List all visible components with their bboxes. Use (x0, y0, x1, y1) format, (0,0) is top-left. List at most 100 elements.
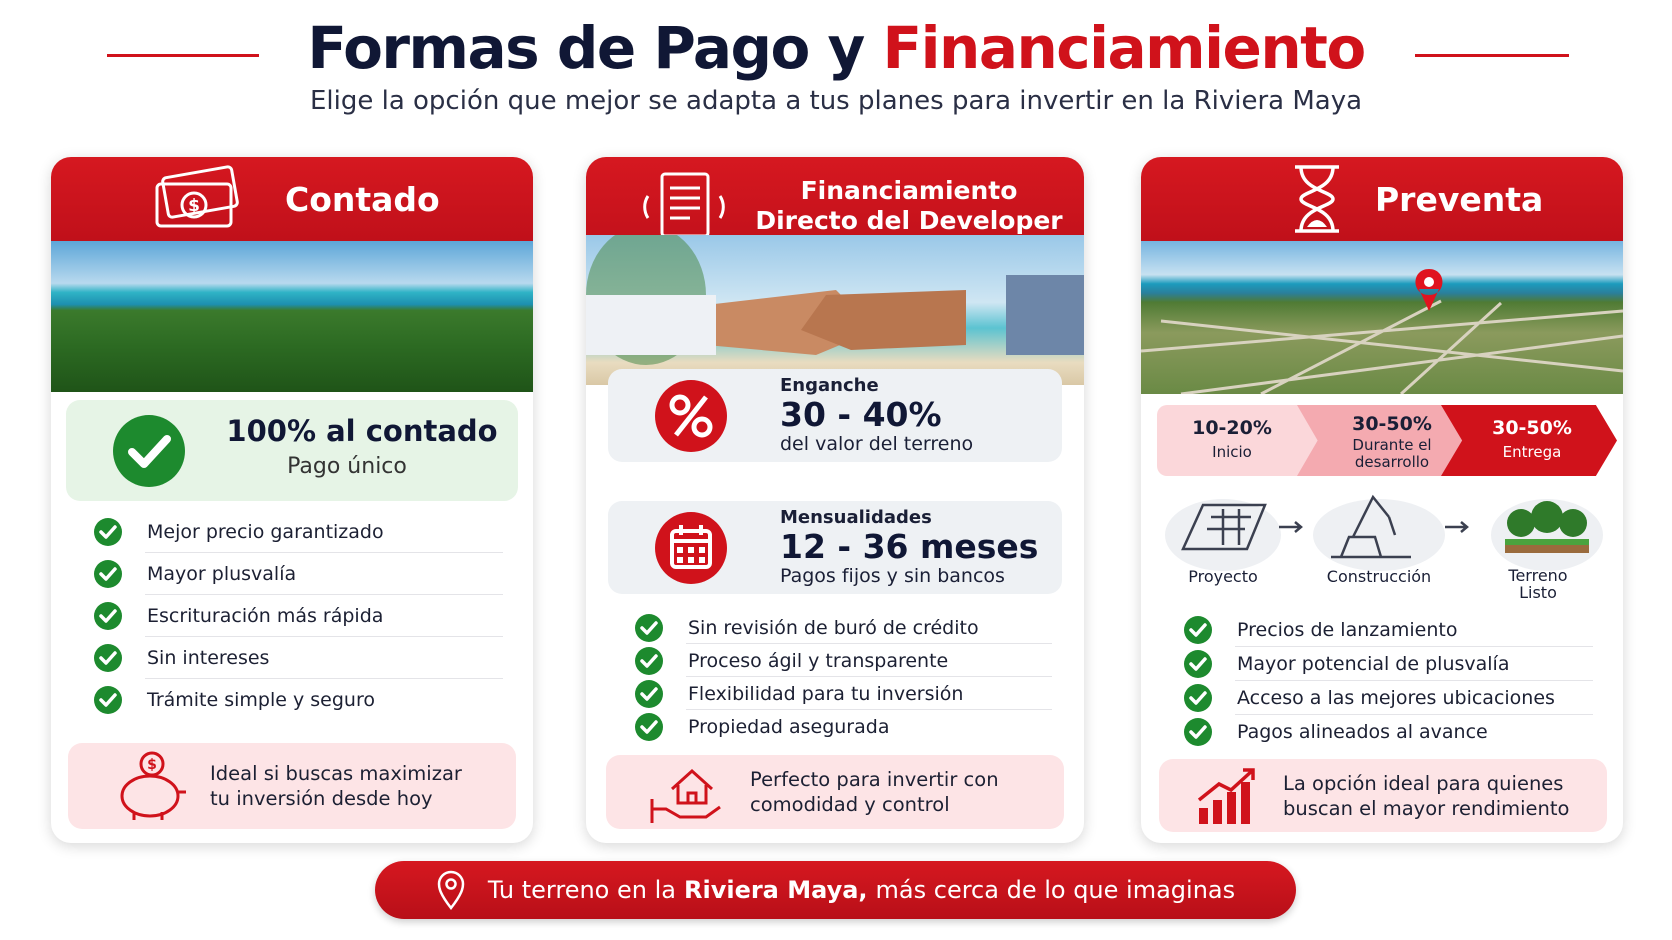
footer-banner: Tu terreno en la Riviera Maya, más cerca… (375, 861, 1296, 919)
callout: Perfecto para invertir con comodidad y c… (606, 755, 1064, 829)
payment-stages: 10-20% Inicio 30-50% Durante el desarrol… (1157, 405, 1617, 476)
piggy-icon: $ (120, 751, 186, 820)
check-icon (635, 646, 663, 675)
photo-handshake (586, 225, 1084, 385)
stage-percent: 30-50% (1352, 413, 1432, 435)
calendar-icon (655, 512, 727, 584)
benefit-text: Escrituración más rápida (147, 605, 384, 627)
benefit-text: Sin intereses (147, 647, 270, 669)
check-icon (635, 712, 663, 741)
title-part: Formas de Pago (307, 14, 810, 82)
benefit-text: Trámite simple y seguro (147, 689, 375, 711)
benefit-text: Mayor plusvalía (147, 563, 297, 585)
svg-text:$: $ (188, 196, 200, 216)
check-icon (1184, 616, 1212, 644)
stage (1157, 405, 1327, 476)
term-value: 30 - 40% (780, 395, 942, 434)
benefit-text: Acceso a las mejores ubicaciones (1237, 687, 1555, 709)
benefit-item: Mayor potencial de plusvalía (1183, 646, 1603, 681)
benefit-item: Proceso ágil y transparente (634, 643, 1062, 677)
subtitle: Elige la opción que mejor se adapta a tu… (309, 86, 1363, 116)
benefit-item: Precios de lanzamiento (1183, 613, 1603, 647)
term-note: del valor del terreno (780, 433, 974, 455)
document-icon (643, 172, 725, 238)
highlight-title: 100% al contado (226, 414, 498, 448)
svg-text:$: $ (147, 757, 157, 773)
benefit-item: Pagos alineados al avance (1183, 714, 1603, 749)
decor-line (1415, 54, 1569, 57)
phase-label: Construcción (1326, 567, 1432, 586)
footer-text-bold: Riviera Maya, (683, 876, 868, 904)
benefit-text: Precios de lanzamiento (1237, 619, 1458, 641)
stage-percent: 30-50% (1492, 417, 1572, 439)
benefit-text: Pagos alineados al avance (1237, 721, 1488, 743)
benefit-text: Flexibilidad para tu inversión (688, 682, 964, 705)
check-icon (94, 560, 122, 588)
benefit-item: Acceso a las mejores ubicaciones (1183, 680, 1603, 715)
photo-jungle (51, 241, 533, 392)
term-box: Enganche 30 - 40% del valor del terreno (608, 369, 1062, 462)
title-part: y (827, 14, 866, 82)
term-note: Pagos fijos y sin bancos (780, 565, 1005, 587)
house-hand-icon (650, 768, 721, 823)
highlight-subtitle: Pago único (287, 454, 407, 479)
benefit-item: Escrituración más rápida (93, 594, 513, 637)
check-icon (94, 686, 122, 714)
stage-label: Entrega (1502, 443, 1562, 461)
check-icon (113, 415, 185, 487)
benefit-item: Propiedad asegurada (634, 709, 1062, 743)
benefit-item: Sin intereses (93, 636, 513, 679)
callout-text: Ideal si buscas maximizar tu inversión d… (210, 762, 462, 810)
benefit-item: Mayor plusvalía (93, 552, 513, 595)
pin-icon (437, 870, 465, 910)
title: Formas de Pago y Financiamiento (0, 14, 1672, 82)
stage (1441, 405, 1617, 476)
benefit-text: Mayor potencial de plusvalía (1237, 653, 1510, 675)
check-icon (1184, 718, 1212, 746)
title-part: Financiamiento (882, 14, 1367, 82)
callout-text: La opción ideal para quienes buscan el m… (1283, 771, 1570, 820)
term-box: Mensualidades 12 - 36 meses Pagos fijos … (608, 501, 1062, 594)
phase-icons (1165, 494, 1603, 571)
check-icon (635, 679, 663, 708)
decor-line (107, 54, 259, 57)
benefit-item: Flexibilidad para tu inversión (634, 676, 1062, 710)
benefit-item: Mejor precio garantizado (93, 511, 513, 553)
callout: $ Ideal si buscas maximizar tu inversión… (68, 743, 516, 829)
card-header: $ Contado (51, 157, 533, 241)
card-header: Preventa (1141, 157, 1623, 241)
card-title: Preventa (1375, 179, 1544, 219)
card-title: Contado (285, 179, 440, 219)
phase-label: Terreno Listo (1508, 566, 1568, 602)
check-icon (1184, 650, 1212, 678)
photo-lots (1141, 241, 1623, 396)
stage-label: Inicio (1212, 443, 1252, 461)
handshake-illustration (586, 225, 1084, 365)
check-icon (94, 518, 122, 546)
hourglass-icon (1295, 165, 1339, 233)
card-title: Financiamiento Directo del Developer (755, 176, 1063, 235)
footer-text: Tu terreno en la (487, 876, 676, 904)
benefit-item: Trámite simple y seguro (93, 678, 513, 721)
card: Financiamiento Directo del Developer Eng… (586, 157, 1084, 843)
callout-text: Perfecto para invertir con comodidad y c… (750, 768, 999, 816)
term-value: 12 - 36 meses (780, 527, 1039, 566)
stage-label: Durante el desarrollo (1352, 436, 1432, 471)
stage-percent: 10-20% (1192, 417, 1272, 439)
highlight-box: 100% al contado Pago único (66, 400, 518, 501)
footer-text: más cerca de lo que imaginas (875, 876, 1236, 904)
benefit-text: Proceso ágil y transparente (688, 649, 949, 672)
growth-icon (1197, 767, 1255, 824)
callout: La opción ideal para quienes buscan el m… (1159, 759, 1607, 832)
term-label: Mensualidades (780, 507, 932, 528)
benefit-text: Propiedad asegurada (688, 715, 890, 738)
check-icon (1184, 684, 1212, 712)
check-icon (94, 644, 122, 672)
benefit-text: Mejor precio garantizado (147, 521, 384, 543)
benefit-text: Sin revisión de buró de crédito (688, 616, 979, 639)
card: $ Contado 100% al contado Pago único Mej… (51, 157, 533, 843)
phase-label: Proyecto (1188, 567, 1258, 586)
check-icon (635, 613, 663, 642)
